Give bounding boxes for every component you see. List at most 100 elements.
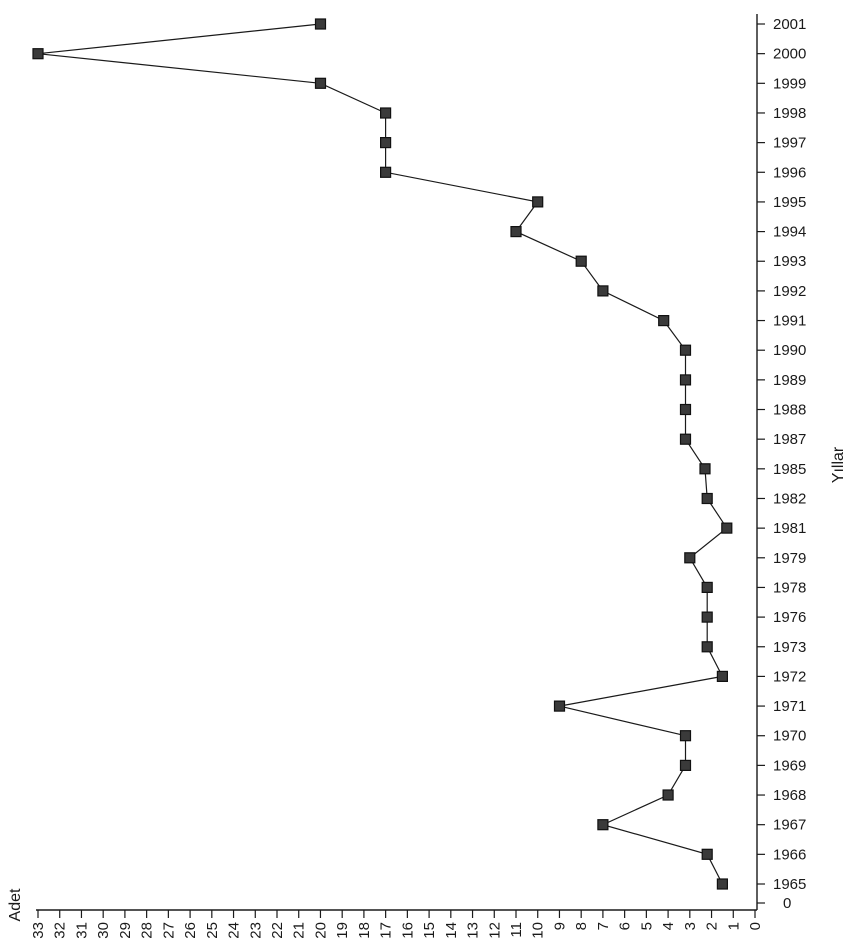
count-tick-label: 3 xyxy=(682,922,699,930)
count-tick-label: 33 xyxy=(30,922,47,939)
data-point-marker xyxy=(314,18,327,30)
year-tick-label: 1999 xyxy=(773,75,806,92)
count-tick-label: 5 xyxy=(638,922,655,930)
series-line xyxy=(37,23,728,885)
data-point-marker xyxy=(679,403,692,416)
data-point-marker xyxy=(716,878,729,890)
count-tick-label: 24 xyxy=(226,922,243,939)
data-point-marker xyxy=(721,522,733,534)
count-tick-label: 32 xyxy=(52,922,69,939)
data-point-marker xyxy=(701,641,713,653)
data-point-marker xyxy=(575,255,587,267)
count-tick-label: 19 xyxy=(334,922,351,939)
year-tick-label: 1993 xyxy=(773,253,806,270)
count-tick-label: 14 xyxy=(443,922,460,939)
year-tick-label: 1988 xyxy=(773,402,806,419)
data-point-marker xyxy=(679,344,692,356)
year-tick-label: 1990 xyxy=(773,342,806,359)
count-tick-label: 25 xyxy=(204,922,221,939)
count-tick-label: 11 xyxy=(508,922,525,938)
data-point-marker xyxy=(679,759,692,772)
count-tick-label: 27 xyxy=(160,922,177,939)
year-tick-label: 1969 xyxy=(773,757,806,774)
count-tick-label: 18 xyxy=(356,922,373,939)
year-tick-label: 1972 xyxy=(773,668,806,685)
year-tick-label: 1968 xyxy=(773,787,806,804)
count-tick-label: 20 xyxy=(312,922,329,939)
year-tick-label: 2000 xyxy=(773,46,806,63)
year-tick-label: 1967 xyxy=(773,817,806,834)
data-point-marker xyxy=(510,226,522,238)
year-tick-label: 1992 xyxy=(773,283,806,300)
year-tick-label: 1998 xyxy=(773,105,806,122)
count-tick-label: 6 xyxy=(617,922,634,930)
count-axis-ticks: 0123456789101112131415161718192021222324… xyxy=(30,910,764,939)
count-tick-label: 15 xyxy=(421,922,438,939)
year-zero-tick-label: 0 xyxy=(783,895,791,912)
year-tick-label: 1991 xyxy=(773,313,806,330)
year-tick-label: 1970 xyxy=(773,728,806,745)
data-point-marker xyxy=(32,48,44,60)
year-tick-label: 1982 xyxy=(773,490,806,507)
year-tick-label: 1989 xyxy=(773,372,806,389)
data-point-marker xyxy=(553,700,566,712)
count-tick-label: 16 xyxy=(399,922,416,939)
data-point-marker xyxy=(701,848,713,860)
data-point-marker xyxy=(701,611,713,623)
year-tick-label: 1994 xyxy=(773,224,806,241)
data-point-marker xyxy=(380,166,392,178)
year-tick-label: 1976 xyxy=(773,609,806,626)
data-point-marker xyxy=(679,433,692,445)
data-point-marker xyxy=(699,463,711,475)
year-tick-label: 1981 xyxy=(773,520,806,537)
data-point-marker xyxy=(314,77,327,89)
count-tick-label: 28 xyxy=(139,922,156,939)
year-tick-label: 1995 xyxy=(773,194,806,211)
year-axis-title: Yıllar xyxy=(830,446,846,483)
year-tick-label: 1978 xyxy=(773,579,806,596)
count-tick-label: 7 xyxy=(595,922,612,930)
count-tick-label: 10 xyxy=(530,922,547,939)
data-point-marker xyxy=(701,581,713,594)
axes xyxy=(36,14,758,911)
data-point-marker xyxy=(380,107,392,119)
data-point-marker xyxy=(597,285,609,297)
data-point-marker xyxy=(662,789,674,801)
year-tick-label: 1965 xyxy=(773,876,806,893)
year-tick-label: 1996 xyxy=(773,164,806,181)
series-line-group xyxy=(37,23,728,885)
data-point-marker xyxy=(679,730,692,742)
count-tick-label: 26 xyxy=(182,922,199,939)
count-tick-label: 23 xyxy=(247,922,264,939)
count-tick-label: 13 xyxy=(465,922,482,939)
count-tick-label: 17 xyxy=(378,922,395,939)
data-point-marker xyxy=(684,552,696,564)
count-tick-label: 29 xyxy=(117,922,134,939)
count-tick-label: 30 xyxy=(95,922,112,939)
data-points xyxy=(32,18,733,890)
count-axis-title: Adet xyxy=(7,888,24,921)
count-tick-label: 9 xyxy=(551,922,568,930)
count-tick-label: 2 xyxy=(704,922,721,930)
year-tick-label: 1997 xyxy=(773,135,806,152)
count-tick-label: 12 xyxy=(486,922,503,939)
year-tick-label: 1971 xyxy=(773,698,806,715)
count-tick-label: 21 xyxy=(291,922,308,939)
count-tick-label: 22 xyxy=(269,922,286,939)
data-point-marker xyxy=(701,492,713,505)
data-point-marker xyxy=(532,196,544,208)
data-point-marker xyxy=(679,374,692,386)
year-tick-label: 1985 xyxy=(773,461,806,478)
year-tick-label: 1987 xyxy=(773,431,806,448)
year-tick-label: 1973 xyxy=(773,639,806,656)
count-tick-label: 1 xyxy=(725,922,742,930)
year-axis-ticks: 1965 1966 1967 1968 1969 1970 1971 1972 1973 1976… xyxy=(757,16,806,912)
data-point-marker xyxy=(658,315,670,327)
count-tick-label: 0 xyxy=(747,922,764,930)
count-tick-label: 31 xyxy=(73,922,90,939)
data-point-marker xyxy=(380,137,392,149)
year-tick-label: 2001 xyxy=(773,16,806,33)
count-tick-label: 8 xyxy=(573,922,590,930)
year-tick-label: 1966 xyxy=(773,846,806,863)
